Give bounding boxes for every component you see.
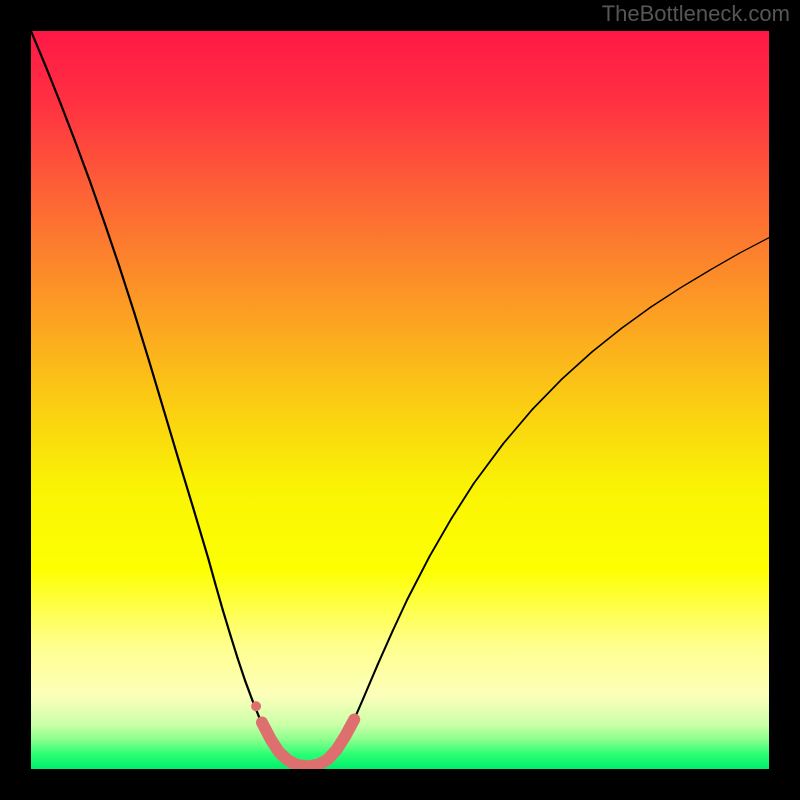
- highlight-dot: [251, 701, 261, 711]
- chart-outer-frame: TheBottleneck.com: [0, 0, 800, 800]
- chart-svg: [31, 31, 769, 769]
- gradient-background: [31, 31, 769, 769]
- watermark-text: TheBottleneck.com: [602, 1, 790, 27]
- plot-area: [31, 31, 769, 769]
